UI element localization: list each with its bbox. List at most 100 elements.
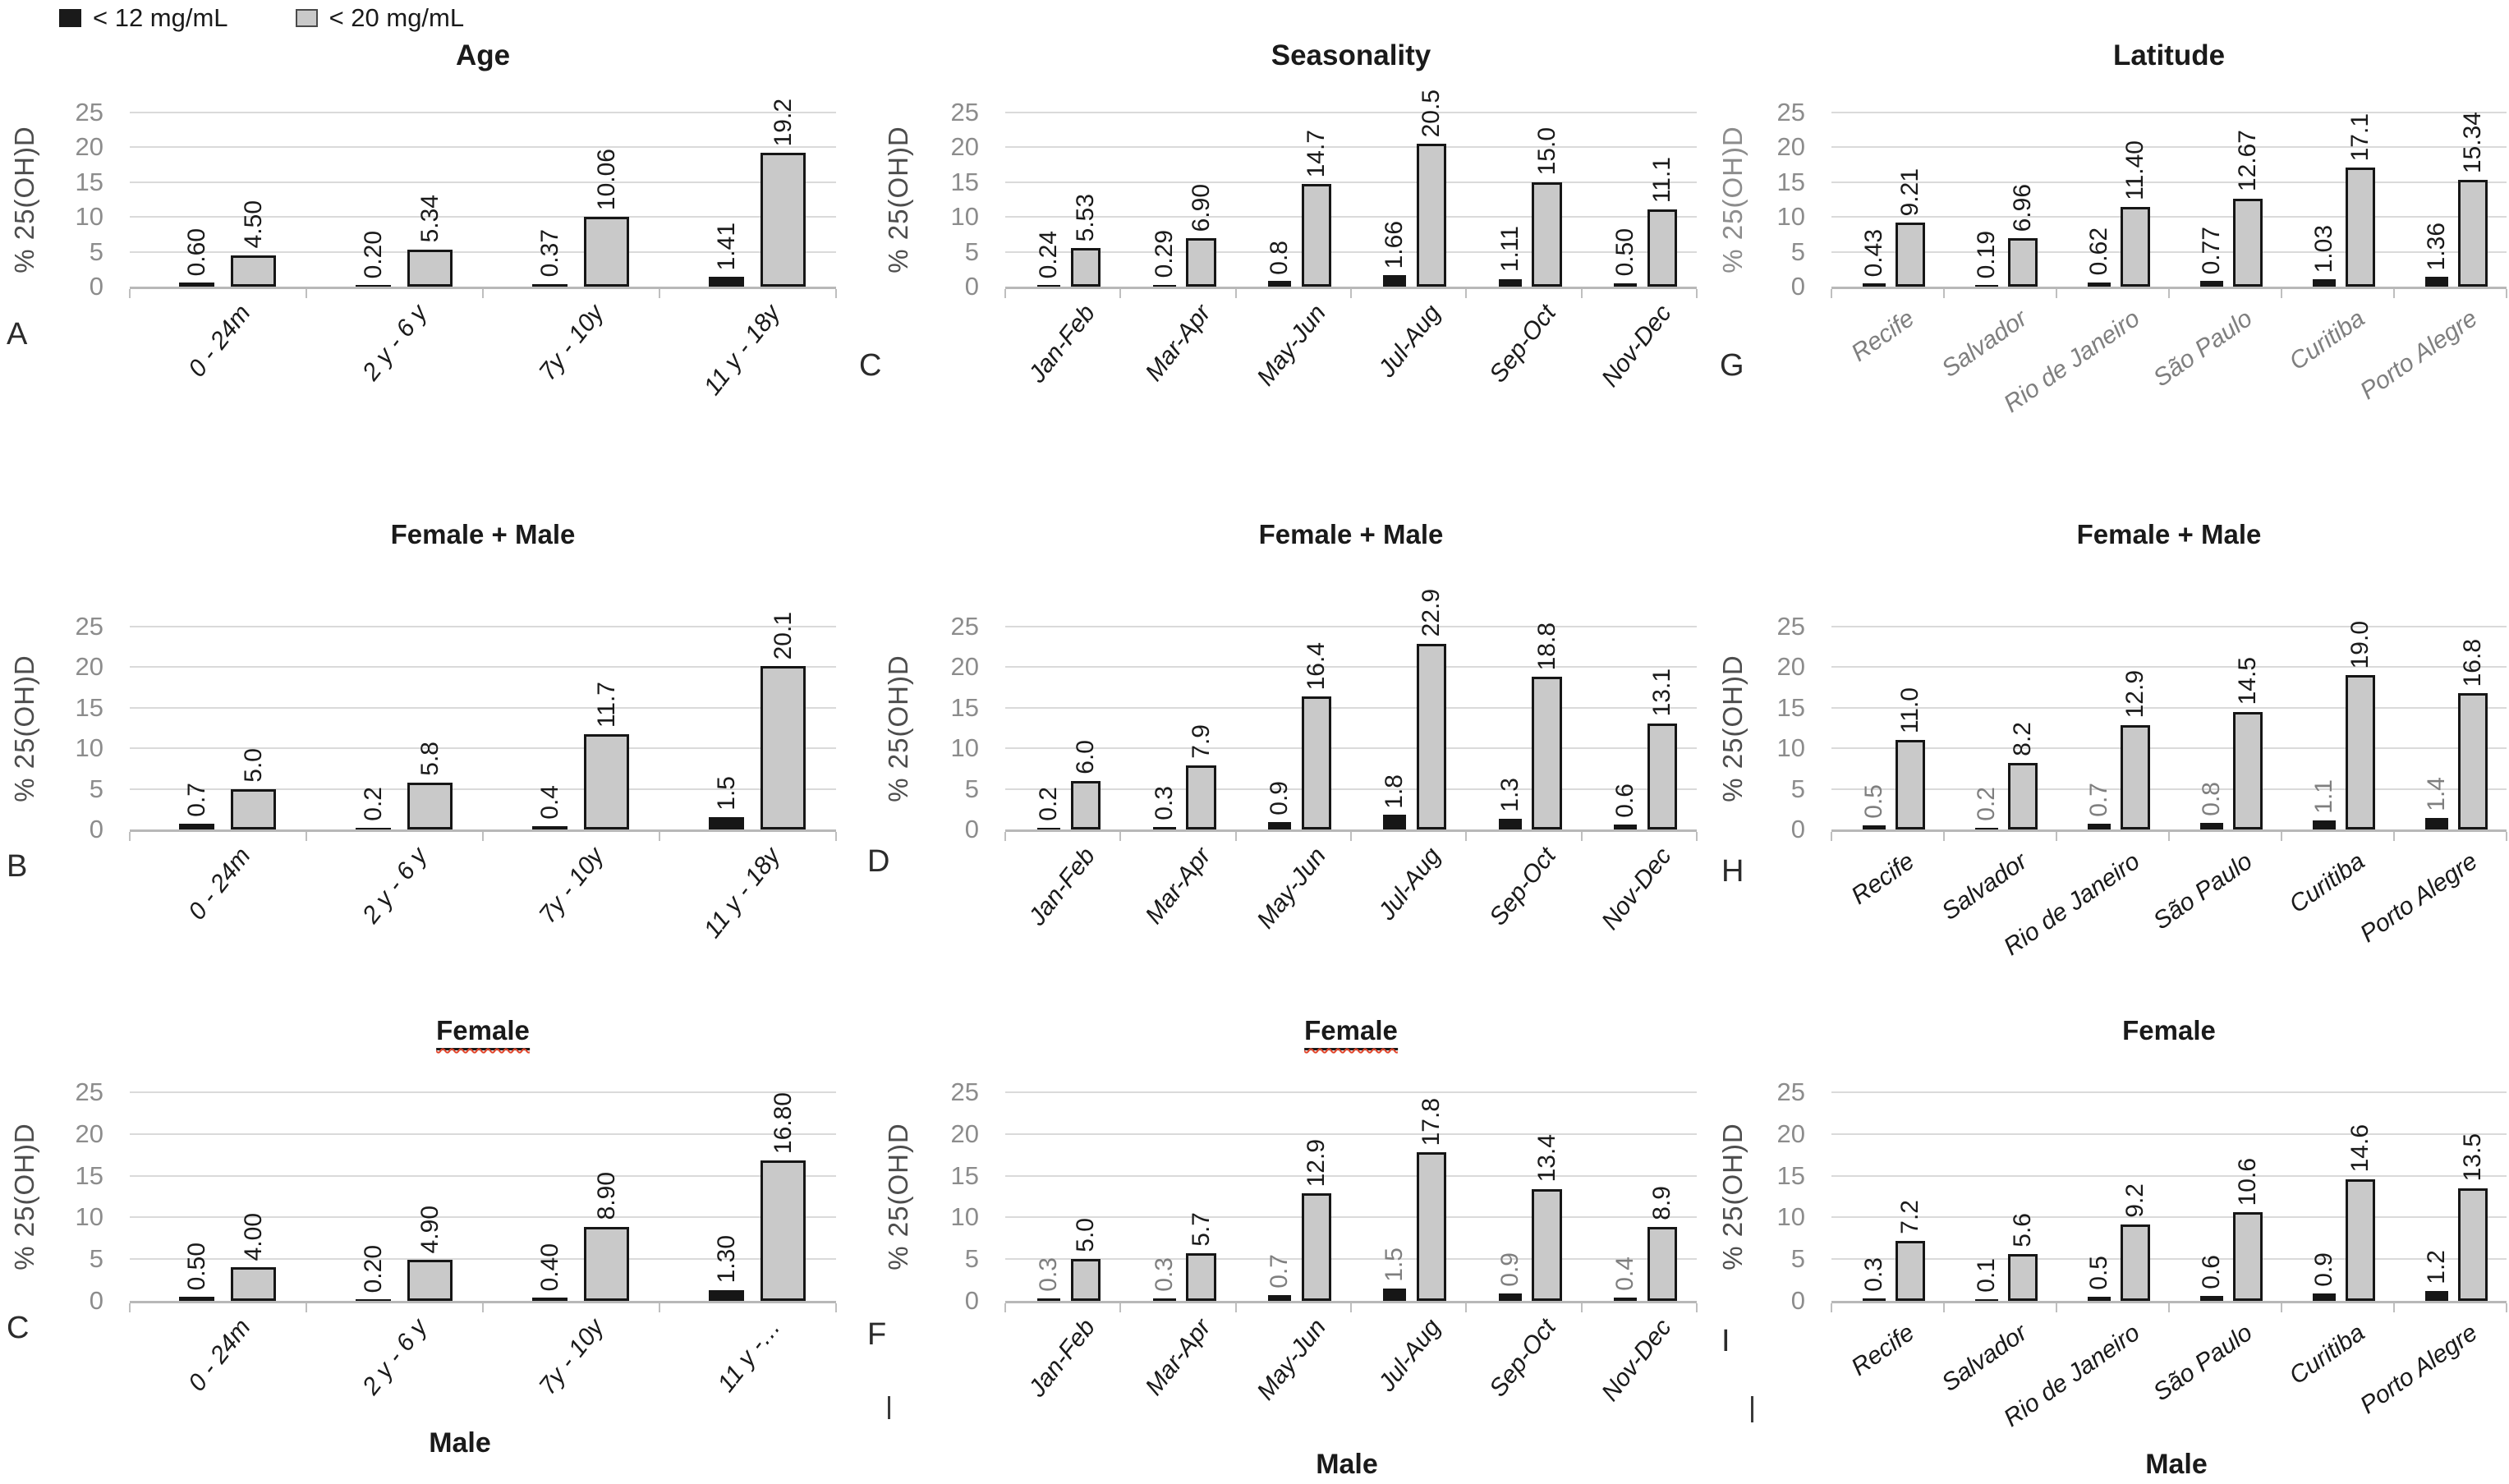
x-category-label: 7y - 10y bbox=[533, 300, 609, 386]
bar-lt20 bbox=[583, 1226, 630, 1301]
bar-value-label: 0.8 bbox=[2198, 782, 2226, 817]
bar-lt12 bbox=[1037, 284, 1061, 287]
bar-lt20 bbox=[1416, 144, 1447, 287]
bar-lt12 bbox=[1613, 283, 1638, 287]
legend-swatch-lt12-icon bbox=[59, 9, 81, 27]
panel-letter: A bbox=[7, 317, 28, 351]
bar-lt12 bbox=[1267, 281, 1292, 287]
bar-value-label: 0.3 bbox=[1035, 1257, 1063, 1292]
bar-value-label: 8.2 bbox=[2008, 722, 2036, 756]
x-category-label: Mar-Apr bbox=[1140, 1314, 1216, 1401]
x-category-label: Nov-Dec bbox=[1596, 843, 1677, 935]
bar-lt12 bbox=[1975, 828, 1998, 829]
axis-tick-stub bbox=[2056, 1303, 2057, 1312]
bar-lt20 bbox=[760, 666, 806, 829]
axis-tick-stub bbox=[306, 1303, 307, 1312]
bar-lt20 bbox=[2233, 198, 2263, 287]
x-category-label: Jan-Feb bbox=[1023, 300, 1101, 388]
bar-value-label: 0.50 bbox=[1611, 228, 1638, 277]
bar-lt12 bbox=[179, 824, 215, 829]
axis-tick-stub bbox=[129, 1303, 131, 1312]
y-tick-label: 0 bbox=[1790, 815, 1805, 843]
bar-value-label: 0.7 bbox=[2085, 783, 2113, 818]
y-tick-label: 25 bbox=[75, 612, 103, 641]
x-axis-line bbox=[1005, 287, 1697, 289]
bar-lt20 bbox=[2458, 693, 2488, 829]
bar-value-label: 12.9 bbox=[1302, 1138, 1330, 1187]
gridline bbox=[1005, 1216, 1697, 1219]
x-category-label: Jan-Feb bbox=[1023, 1314, 1101, 1403]
bar-value-label: 13.5 bbox=[2458, 1133, 2486, 1182]
y-tick-label: 25 bbox=[950, 1077, 979, 1106]
bar-value-label: 5.0 bbox=[1072, 1218, 1100, 1253]
x-category-label: 2 y - 6 y bbox=[356, 1314, 433, 1400]
chart-title: Female + Male bbox=[390, 519, 576, 549]
axis-tick-stub bbox=[1234, 832, 1237, 841]
y-tick-label: 20 bbox=[1776, 652, 1805, 682]
gridline bbox=[130, 250, 836, 253]
axis-tick-stub bbox=[2281, 832, 2282, 841]
gridline bbox=[130, 1258, 836, 1261]
bar-lt12 bbox=[2425, 277, 2448, 287]
bar-value-label: 9.2 bbox=[2121, 1183, 2148, 1218]
y-tick-label: 5 bbox=[964, 774, 979, 803]
bar-lt12 bbox=[1613, 1297, 1638, 1301]
gridline bbox=[130, 626, 836, 627]
axis-tick-stub bbox=[1004, 289, 1006, 298]
bar-value-label: 8.90 bbox=[592, 1172, 620, 1220]
x-category-label: 0 - 24m bbox=[182, 300, 256, 383]
y-tick-label: 25 bbox=[1776, 612, 1805, 641]
bar-lt20 bbox=[583, 734, 630, 829]
bar-lt12 bbox=[532, 283, 568, 287]
x-category-label: 7y - 10y bbox=[533, 1314, 609, 1400]
axis-tick-stub bbox=[1004, 832, 1006, 841]
x-category-label: Nov-Dec bbox=[1596, 300, 1677, 393]
bar-lt12 bbox=[179, 282, 215, 287]
crop-artifact bbox=[888, 1396, 890, 1419]
y-tick-label: 20 bbox=[950, 652, 979, 682]
chart-title: Female + Male bbox=[2076, 519, 2262, 549]
bar-value-label: 7.2 bbox=[1896, 1200, 1923, 1234]
bar-lt20 bbox=[2008, 762, 2038, 829]
x-category-label: Curitiba bbox=[2284, 1319, 2370, 1390]
bar-lt12 bbox=[1037, 1298, 1061, 1301]
axis-tick-stub bbox=[2281, 1303, 2282, 1312]
y-tick-label: 5 bbox=[89, 237, 103, 266]
y-tick-label: 0 bbox=[89, 272, 103, 301]
axis-tick-stub bbox=[835, 289, 837, 298]
y-tick-label: 0 bbox=[89, 815, 103, 843]
bar-lt20 bbox=[1647, 209, 1678, 287]
bar-value-label: 0.8 bbox=[1265, 240, 1293, 275]
cropped-next-row-title: Male bbox=[1316, 1449, 1378, 1480]
axis-tick-stub bbox=[1943, 289, 1945, 298]
gridline bbox=[130, 747, 836, 750]
x-category-label: Mar-Apr bbox=[1140, 300, 1216, 387]
bar-lt20 bbox=[1301, 1192, 1332, 1301]
x-axis-line bbox=[1831, 287, 2507, 289]
gridline bbox=[1831, 146, 2507, 149]
bar-value-label: 0.24 bbox=[1035, 230, 1063, 278]
bar-value-label: 11.7 bbox=[592, 682, 620, 728]
y-tick-label: 5 bbox=[89, 774, 103, 803]
gridline bbox=[1005, 747, 1697, 750]
axis-tick-stub bbox=[1465, 289, 1468, 298]
bar-value-label: 12.67 bbox=[2233, 130, 2261, 192]
bar-lt12 bbox=[179, 1296, 215, 1301]
bar-lt12 bbox=[1152, 1298, 1176, 1301]
cropped-next-row-title: Male bbox=[429, 1427, 491, 1459]
bar-value-label: 7.9 bbox=[1187, 724, 1215, 759]
x-category-label: 11 y - 18y bbox=[698, 843, 786, 944]
axis-tick-stub bbox=[2506, 832, 2507, 841]
gridline bbox=[1005, 216, 1697, 218]
x-category-label: Curitiba bbox=[2284, 305, 2370, 376]
bar-lt12 bbox=[1152, 284, 1176, 287]
bar-value-label: 0.9 bbox=[1265, 781, 1293, 816]
axis-tick-stub bbox=[1831, 289, 1832, 298]
gridline bbox=[1831, 706, 2507, 709]
axis-tick-stub bbox=[1234, 289, 1237, 298]
bar-lt20 bbox=[2233, 711, 2263, 829]
bar-value-label: 0.5 bbox=[1860, 784, 1888, 820]
bar-lt20 bbox=[2233, 1212, 2263, 1301]
axis-tick-stub bbox=[2168, 832, 2170, 841]
